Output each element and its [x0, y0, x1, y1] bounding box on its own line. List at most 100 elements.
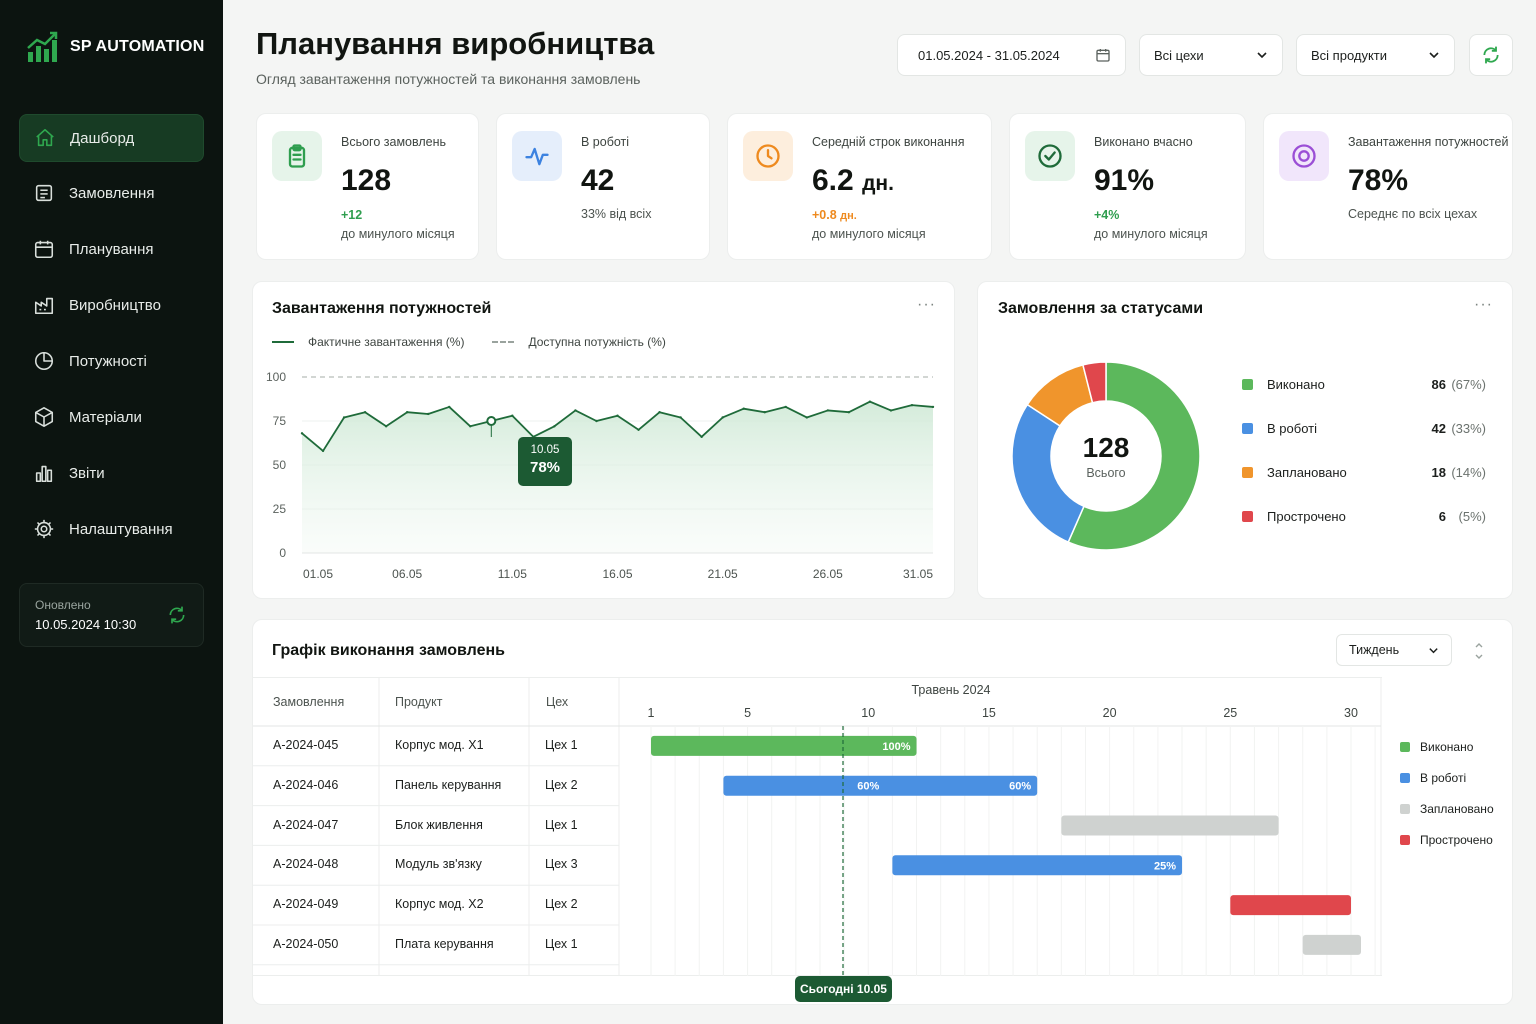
- data-point: [889, 409, 893, 412]
- product-select[interactable]: Всі продукти: [1296, 34, 1455, 76]
- kpi-value: 91%: [1094, 164, 1154, 198]
- data-point: [448, 405, 451, 409]
- gantt-legend-item[interactable]: Заплановано: [1400, 802, 1494, 816]
- kpi-note: до минулого місяця: [1094, 227, 1208, 241]
- donut-center: 128 Всього: [1011, 432, 1201, 480]
- gantt-cell-order[interactable]: A-2024-046: [273, 777, 339, 792]
- kpi-card[interactable]: Середній строк виконання 6.2 дн. +0.8 дн. д…: [727, 113, 992, 260]
- legend-label: В роботі: [1267, 420, 1317, 436]
- data-point: [784, 405, 787, 409]
- more-options-icon[interactable]: ···: [917, 296, 936, 313]
- period-select[interactable]: Тиждень: [1336, 634, 1452, 666]
- refresh-button[interactable]: [1469, 34, 1513, 76]
- data-point: [300, 432, 304, 435]
- column-header-order[interactable]: Замовлення: [273, 695, 345, 709]
- workshop-select[interactable]: Всі цехи: [1139, 34, 1283, 76]
- x-tick-label: 01.05: [303, 567, 333, 581]
- more-options-icon[interactable]: ···: [1474, 296, 1493, 313]
- gantt-legend-item[interactable]: Прострочено: [1400, 833, 1493, 847]
- kpi-card[interactable]: В роботі 42 33% від всіх: [496, 113, 710, 260]
- orders-icon: [35, 184, 53, 202]
- status-legend-item[interactable]: Прострочено 6 (5%): [1242, 506, 1486, 526]
- sidebar-item-label: Дашборд: [70, 129, 135, 147]
- y-tick-label: 75: [273, 414, 287, 428]
- gantt-cell-order[interactable]: A-2024-048: [273, 857, 339, 872]
- kpi-label: Всього замовлень: [341, 135, 447, 149]
- legend-swatch: [1400, 835, 1410, 845]
- gear-icon: [34, 519, 54, 539]
- sidebar-item-4[interactable]: Виробництво: [19, 281, 204, 329]
- column-header-product[interactable]: Продукт: [395, 695, 443, 709]
- kpi-icon-wrap: [512, 131, 562, 181]
- data-point: [679, 416, 682, 419]
- status-legend-item[interactable]: В роботі 42 (33%): [1242, 418, 1486, 438]
- x-tick-label: 31.05: [903, 567, 933, 581]
- legend-swatch: [1242, 378, 1253, 390]
- kpi-value-number: 6.2: [812, 164, 854, 197]
- status-legend-item[interactable]: Заплановано 18 (14%): [1242, 462, 1486, 482]
- pie-icon: [34, 351, 54, 371]
- sidebar-item-7[interactable]: Звіти: [19, 449, 204, 497]
- sidebar-item-2[interactable]: Замовлення: [19, 169, 204, 217]
- clipboard-icon: [288, 144, 306, 168]
- legend-swatch: [1242, 510, 1253, 522]
- gantt-cell-order[interactable]: A-2024-045: [273, 738, 339, 752]
- date-range-value: 01.05.2024 - 31.05.2024: [918, 47, 1060, 63]
- today-marker-label: Сьогодні 10.05: [795, 976, 892, 1002]
- gantt-bar: [723, 775, 1038, 796]
- sidebar-item-label: Замовлення: [69, 184, 155, 202]
- gantt-cell-order[interactable]: A-2024-049: [273, 897, 339, 912]
- sidebar: SP AUTOMATION Дашборд Замовлення Плануванн…: [0, 0, 223, 1024]
- kpi-card[interactable]: Всього замовлень 128 +12 до минулого місяця: [256, 113, 479, 260]
- gantt-cell-product: Модуль зв'язку: [395, 857, 482, 872]
- donut-slice-2: [1011, 403, 1085, 544]
- gantt-bar: [651, 735, 917, 756]
- gantt-cell-workshop: Цех 1: [545, 817, 578, 832]
- sidebar-item-8[interactable]: Налаштування: [19, 505, 204, 553]
- data-point: [910, 403, 914, 407]
- sidebar-item-6[interactable]: Матеріали: [19, 393, 204, 441]
- gantt-cell-product: Корпус мод. X2: [395, 897, 484, 912]
- factory-icon: [34, 297, 54, 315]
- gantt-day-tick: 25: [1223, 706, 1237, 720]
- tooltip-marker: [486, 416, 497, 426]
- bar-chart-icon: [35, 465, 53, 483]
- data-point: [868, 400, 872, 403]
- pulse-icon: [525, 147, 549, 166]
- sidebar-item-5[interactable]: Потужності: [19, 337, 204, 385]
- gantt-bar: [892, 855, 1183, 876]
- refresh-icon[interactable]: [167, 605, 187, 625]
- chevron-down-icon: [1257, 52, 1267, 59]
- gantt-cell-workshop: Цех 2: [545, 777, 578, 792]
- column-header-workshop[interactable]: Цех: [546, 695, 569, 709]
- data-point: [595, 419, 598, 423]
- gantt-cell-order[interactable]: A-2024-050: [273, 937, 339, 951]
- kpi-label: В роботі: [581, 135, 630, 149]
- gantt-day-tick: 1: [648, 706, 655, 720]
- data-point: [321, 449, 325, 453]
- kpi-card[interactable]: Завантаження потужностей 78% Середнє по вс…: [1263, 113, 1513, 260]
- gantt-legend-item[interactable]: Виконано: [1400, 740, 1473, 754]
- sidebar-item-1[interactable]: Дашборд: [19, 114, 204, 162]
- legend-value: 6: [1438, 508, 1446, 524]
- capacity-panel: Завантаження потужностей ··· Фактичне за…: [252, 281, 955, 599]
- tooltip-value: 78%: [529, 459, 561, 476]
- x-tick-label: 11.05: [498, 567, 527, 581]
- legend-percent: (5%): [1458, 508, 1486, 524]
- series-area-actual: [302, 401, 933, 553]
- legend-value: 42: [1431, 420, 1446, 436]
- kpi-label: Завантаження потужностей: [1348, 135, 1509, 149]
- gantt-cell-order[interactable]: A-2024-047: [273, 817, 339, 832]
- sidebar-item-3[interactable]: Планування: [19, 225, 204, 273]
- gantt-panel: Графік виконання замовлень Тиждень Замов…: [252, 619, 1513, 1005]
- date-range-picker[interactable]: 01.05.2024 - 31.05.2024: [897, 34, 1126, 76]
- status-legend-item[interactable]: Виконано 86 (67%): [1242, 374, 1486, 394]
- gantt-legend-item[interactable]: В роботі: [1400, 771, 1466, 785]
- legend-swatch: [1242, 422, 1253, 434]
- x-tick-label: 06.05: [392, 567, 422, 581]
- sidebar-item-label: Матеріали: [69, 408, 142, 426]
- app-logo[interactable]: SP AUTOMATION: [26, 30, 204, 64]
- expand-icon[interactable]: [1473, 642, 1485, 660]
- kpi-card[interactable]: Виконано вчасно 91% +4% до минулого місяця: [1009, 113, 1246, 260]
- box-icon: [34, 407, 54, 427]
